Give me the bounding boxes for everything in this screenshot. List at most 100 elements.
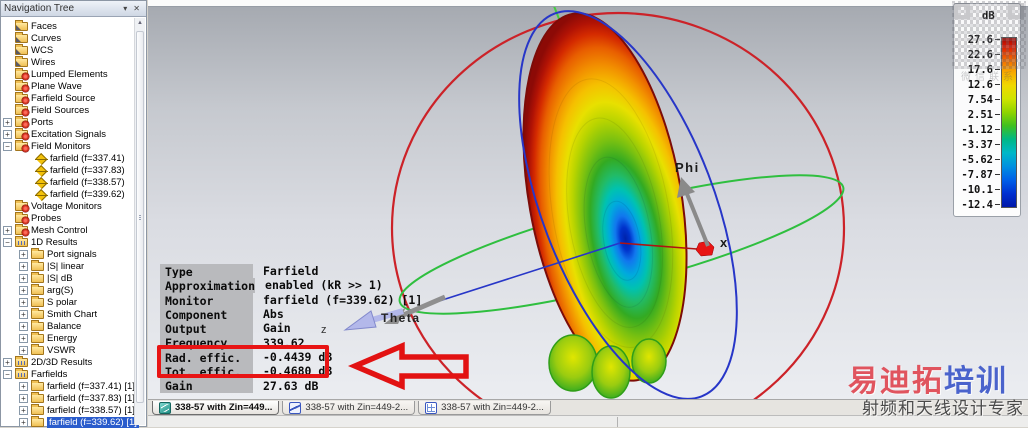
- tree-expander-icon[interactable]: +: [3, 129, 12, 139]
- colorbar-tick: -5.62: [961, 153, 1000, 166]
- tree-item[interactable]: Field Sources: [1, 103, 146, 116]
- tree-item[interactable]: Curves: [1, 31, 146, 44]
- tree-expander-icon[interactable]: −: [3, 369, 12, 379]
- tree-item[interactable]: + Energy: [1, 331, 146, 344]
- scroll-up-icon[interactable]: ▲: [137, 20, 143, 26]
- info-row-label: Component: [160, 306, 253, 322]
- tree-item[interactable]: + farfield (f=337.83) [1]: [1, 391, 146, 404]
- tree-item[interactable]: + Excitation Signals: [1, 127, 146, 140]
- z-axis-label: z: [321, 324, 327, 336]
- tree-expander-icon[interactable]: +: [19, 309, 28, 319]
- tree-item[interactable]: + farfield (f=339.62) [1]: [1, 415, 146, 428]
- document-tab[interactable]: 338-57 with Zin=449-2...: [282, 401, 416, 415]
- colorbar-tick: -10.1: [961, 184, 1000, 196]
- tree-expander-icon[interactable]: +: [19, 261, 28, 271]
- tree-item-icon: [15, 235, 28, 247]
- panel-collapse-icon[interactable]: ▾: [123, 4, 128, 13]
- tree-item[interactable]: farfield (f=339.62): [1, 188, 146, 200]
- tree-item[interactable]: Faces: [1, 19, 146, 32]
- tree-expander-icon[interactable]: −: [3, 141, 12, 151]
- tree-item[interactable]: − Farfields: [1, 367, 146, 380]
- tree-item[interactable]: + Port signals: [1, 247, 146, 260]
- tree-item[interactable]: + Ports: [1, 115, 146, 128]
- document-tab[interactable]: 338-57 with Zin=449...: [152, 401, 280, 415]
- tree-item-icon: [15, 31, 28, 43]
- tree-item-icon: [15, 43, 28, 55]
- tree-item[interactable]: + farfield (f=338.57) [1]: [1, 403, 146, 416]
- tree-item[interactable]: Wires: [1, 55, 146, 68]
- tree-expander-icon[interactable]: +: [19, 273, 28, 283]
- colorbar-tick-label: -5.62: [961, 153, 993, 166]
- tree-expander-icon[interactable]: +: [19, 297, 28, 307]
- z-arrow-shaft: [371, 308, 404, 323]
- tree-expander-icon[interactable]: +: [19, 417, 28, 427]
- tab-label: 338-57 with Zin=449...: [175, 402, 273, 413]
- tree-expander-icon[interactable]: +: [19, 249, 28, 259]
- tree-item-label: Ports: [31, 116, 54, 128]
- tree-item[interactable]: Probes: [1, 211, 146, 224]
- tree-item[interactable]: + Balance: [1, 319, 146, 332]
- tree-expander-icon[interactable]: +: [19, 393, 28, 403]
- colorbar-tick-label: -1.12: [961, 123, 993, 136]
- tree-expander-icon[interactable]: +: [3, 357, 12, 367]
- tree-item[interactable]: − Field Monitors: [1, 139, 146, 152]
- tree-item-icon: [31, 283, 44, 295]
- tree-item-label: WCS: [31, 44, 54, 56]
- tree-item[interactable]: + S polar: [1, 295, 146, 308]
- tree-item-label: Farfields: [31, 368, 68, 380]
- tree-expander-icon[interactable]: −: [3, 237, 12, 247]
- tree-item[interactable]: + |S| linear: [1, 259, 146, 272]
- info-row-value: farfield (f=339.62) [1]: [263, 292, 423, 307]
- tree-expander-icon[interactable]: +: [19, 381, 28, 391]
- colorbar-tick: 7.54: [967, 93, 1000, 106]
- document-tab[interactable]: 338-57 with Zin=449-2...: [418, 401, 551, 415]
- tree-item-icon: [34, 166, 48, 175]
- tree-expander-icon[interactable]: +: [19, 345, 28, 355]
- info-table-row: Approximation enabled (kR >> 1): [160, 278, 422, 293]
- tree-item[interactable]: farfield (f=337.83): [1, 164, 146, 176]
- info-row-value: Gain: [263, 321, 291, 336]
- tree-expander-icon[interactable]: +: [19, 321, 28, 331]
- tree-expander-icon[interactable]: +: [19, 333, 28, 343]
- tree-item-icon: [31, 379, 44, 391]
- tree-expander-icon[interactable]: +: [3, 225, 12, 235]
- tree-item-label: VSWR: [47, 344, 76, 356]
- tree-item[interactable]: + arg(S): [1, 283, 146, 296]
- tree-item[interactable]: farfield (f=337.41): [1, 152, 146, 164]
- farfield-3d-viewport[interactable]: Phi x Theta z Type Farfield Approximatio…: [148, 0, 1028, 399]
- tree-item[interactable]: + farfield (f=337.41) [1]: [1, 379, 146, 392]
- tree-item[interactable]: Voltage Monitors: [1, 199, 146, 212]
- tree-item-icon: [15, 367, 28, 379]
- tree-expander-icon[interactable]: +: [19, 405, 28, 415]
- tree-item-label: Faces: [31, 20, 57, 32]
- tree-item-label: Smith Chart: [47, 308, 98, 320]
- colorbar-tick-mark: [995, 129, 1000, 130]
- tree-item[interactable]: + Mesh Control: [1, 223, 146, 236]
- colorbar-gradient: [1001, 37, 1017, 208]
- tree-item[interactable]: + VSWR: [1, 343, 146, 356]
- tree-item-icon: [15, 79, 29, 92]
- colorbar-tick-mark: [995, 204, 1000, 205]
- tree-item[interactable]: WCS: [1, 43, 146, 56]
- x-axis-label: x: [720, 235, 728, 250]
- phi-arrow-shaft: [685, 193, 710, 247]
- tree-expander-icon[interactable]: +: [3, 117, 12, 127]
- farfield-3d-plot[interactable]: [148, 0, 1028, 399]
- tree-item[interactable]: + 2D/3D Results: [1, 355, 146, 368]
- tree-expander-icon[interactable]: +: [19, 285, 28, 295]
- scrollbar-thumb[interactable]: [136, 31, 144, 403]
- tree-item[interactable]: Plane Wave: [1, 79, 146, 92]
- colorbar-tick-label: 17.6: [967, 63, 993, 76]
- info-row-value: 27.63 dB: [263, 378, 319, 393]
- tree-item[interactable]: Farfield Source: [1, 91, 146, 104]
- colorbar-tick-label: 7.54: [967, 93, 993, 106]
- tree-item[interactable]: + |S| dB: [1, 271, 146, 284]
- tree-item[interactable]: + Smith Chart: [1, 307, 146, 320]
- panel-close-icon[interactable]: ✕: [133, 4, 140, 13]
- tree-scrollbar[interactable]: ▲: [134, 18, 145, 425]
- tree-item-icon: [15, 115, 29, 128]
- tree-item[interactable]: − 1D Results: [1, 235, 146, 248]
- tree-item[interactable]: farfield (f=338.57): [1, 176, 146, 188]
- tree-item-icon: [34, 154, 48, 163]
- tree-item[interactable]: Lumped Elements: [1, 67, 146, 80]
